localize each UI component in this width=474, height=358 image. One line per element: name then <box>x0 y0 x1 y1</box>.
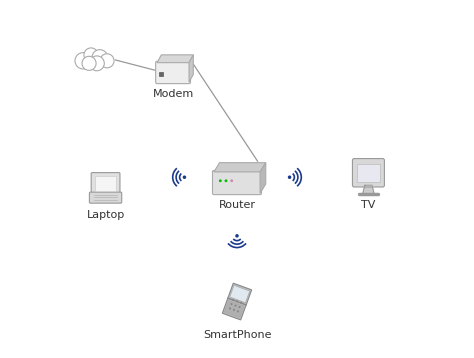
Circle shape <box>288 175 292 179</box>
Bar <box>357 164 380 182</box>
Circle shape <box>235 234 239 238</box>
Circle shape <box>232 299 234 301</box>
Circle shape <box>75 53 91 69</box>
FancyBboxPatch shape <box>353 159 384 187</box>
Circle shape <box>92 50 108 65</box>
Polygon shape <box>260 163 266 193</box>
Text: Laptop: Laptop <box>86 210 125 220</box>
Circle shape <box>84 48 98 62</box>
FancyBboxPatch shape <box>155 61 191 84</box>
Circle shape <box>230 179 233 182</box>
Text: Router: Router <box>219 200 255 209</box>
Text: TV: TV <box>361 200 375 209</box>
Polygon shape <box>230 285 250 303</box>
Polygon shape <box>189 55 193 82</box>
Polygon shape <box>214 163 266 172</box>
Text: Modem: Modem <box>153 90 194 100</box>
Circle shape <box>82 56 96 71</box>
Bar <box>159 72 163 76</box>
Polygon shape <box>224 300 244 318</box>
FancyBboxPatch shape <box>90 192 122 203</box>
Circle shape <box>230 303 233 305</box>
Bar <box>95 176 117 191</box>
Polygon shape <box>222 283 252 320</box>
Circle shape <box>240 301 242 304</box>
Polygon shape <box>363 185 374 194</box>
Circle shape <box>225 179 228 182</box>
Circle shape <box>237 310 239 313</box>
Circle shape <box>233 309 235 311</box>
Text: SmartPhone: SmartPhone <box>203 330 271 340</box>
Circle shape <box>219 179 222 182</box>
FancyBboxPatch shape <box>212 170 262 195</box>
Circle shape <box>236 300 238 302</box>
Circle shape <box>182 175 186 179</box>
Circle shape <box>238 306 241 308</box>
Circle shape <box>229 308 231 310</box>
Polygon shape <box>157 55 193 63</box>
Circle shape <box>90 56 104 71</box>
Circle shape <box>100 54 114 68</box>
Circle shape <box>235 305 237 306</box>
FancyBboxPatch shape <box>91 173 120 194</box>
